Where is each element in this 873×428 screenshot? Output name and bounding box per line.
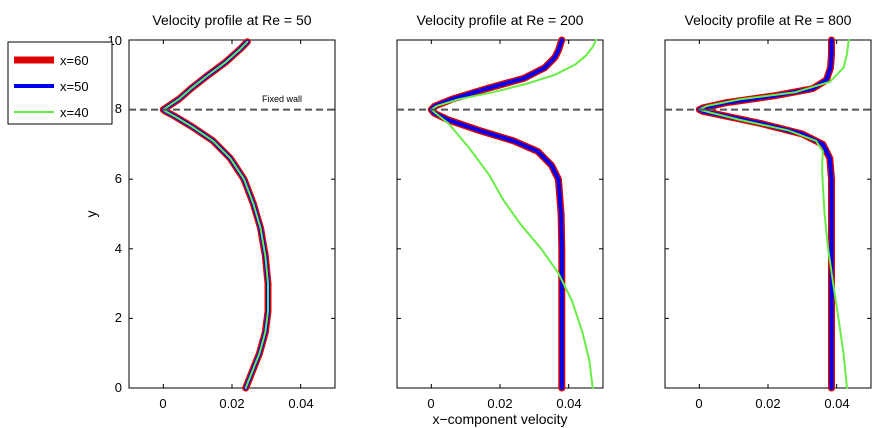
legend-label-x60: x=60 bbox=[60, 53, 89, 68]
series-line-x40 bbox=[430, 39, 598, 389]
legend-box bbox=[7, 41, 113, 125]
x-tick-label: 0.04 bbox=[556, 396, 581, 411]
x-tick-label: 0.02 bbox=[487, 396, 512, 411]
series-line-x40 bbox=[162, 40, 269, 389]
y-axis-label: y bbox=[83, 211, 99, 218]
x-tick-label: 0.02 bbox=[755, 396, 780, 411]
panel-re-50: Velocity profile at Re = 50 y Fixed wall… bbox=[83, 12, 336, 411]
legend-label-x50: x=50 bbox=[60, 79, 89, 94]
y-tick-label: 4 bbox=[115, 241, 122, 256]
y-tick-label: 2 bbox=[115, 310, 122, 325]
series-line-x40 bbox=[698, 39, 850, 389]
fixed-wall-annotation: Fixed wall bbox=[262, 94, 302, 104]
x-tick-labels: 0 0.02 0.04 bbox=[427, 396, 581, 411]
x-tick-labels: 0 0.02 0.04 bbox=[695, 396, 849, 411]
panel-re-200: Velocity profile at Re = 200 x−component… bbox=[396, 12, 604, 427]
y-tick-label: 8 bbox=[115, 101, 122, 116]
y-tick-label: 6 bbox=[115, 171, 122, 186]
plot-area bbox=[396, 39, 604, 389]
x-tick-label: 0 bbox=[159, 396, 166, 411]
plot-area bbox=[128, 39, 336, 389]
x-axis-label: x−component velocity bbox=[432, 411, 567, 427]
series-line-x50 bbox=[429, 38, 564, 390]
panel-title: Velocity profile at Re = 50 bbox=[152, 12, 311, 28]
legend: x=60 x=50 x=40 bbox=[7, 41, 113, 125]
x-tick-label: 0.04 bbox=[288, 396, 313, 411]
x-tick-label: 0 bbox=[427, 396, 434, 411]
x-tick-labels: 0 0.02 0.04 bbox=[159, 396, 313, 411]
x-tick-label: 0.04 bbox=[824, 396, 849, 411]
y-tick-label: 0 bbox=[115, 380, 122, 395]
panel-title: Velocity profile at Re = 200 bbox=[417, 12, 584, 28]
legend-label-x40: x=40 bbox=[60, 105, 89, 120]
x-tick-label: 0.02 bbox=[219, 396, 244, 411]
panel-title: Velocity profile at Re = 800 bbox=[685, 12, 852, 28]
y-tick-labels: 0 2 4 6 8 10 bbox=[108, 33, 122, 395]
x-tick-label: 0 bbox=[695, 396, 702, 411]
panel-re-800: Velocity profile at Re = 800 0 0.02 0.04 bbox=[664, 12, 872, 411]
